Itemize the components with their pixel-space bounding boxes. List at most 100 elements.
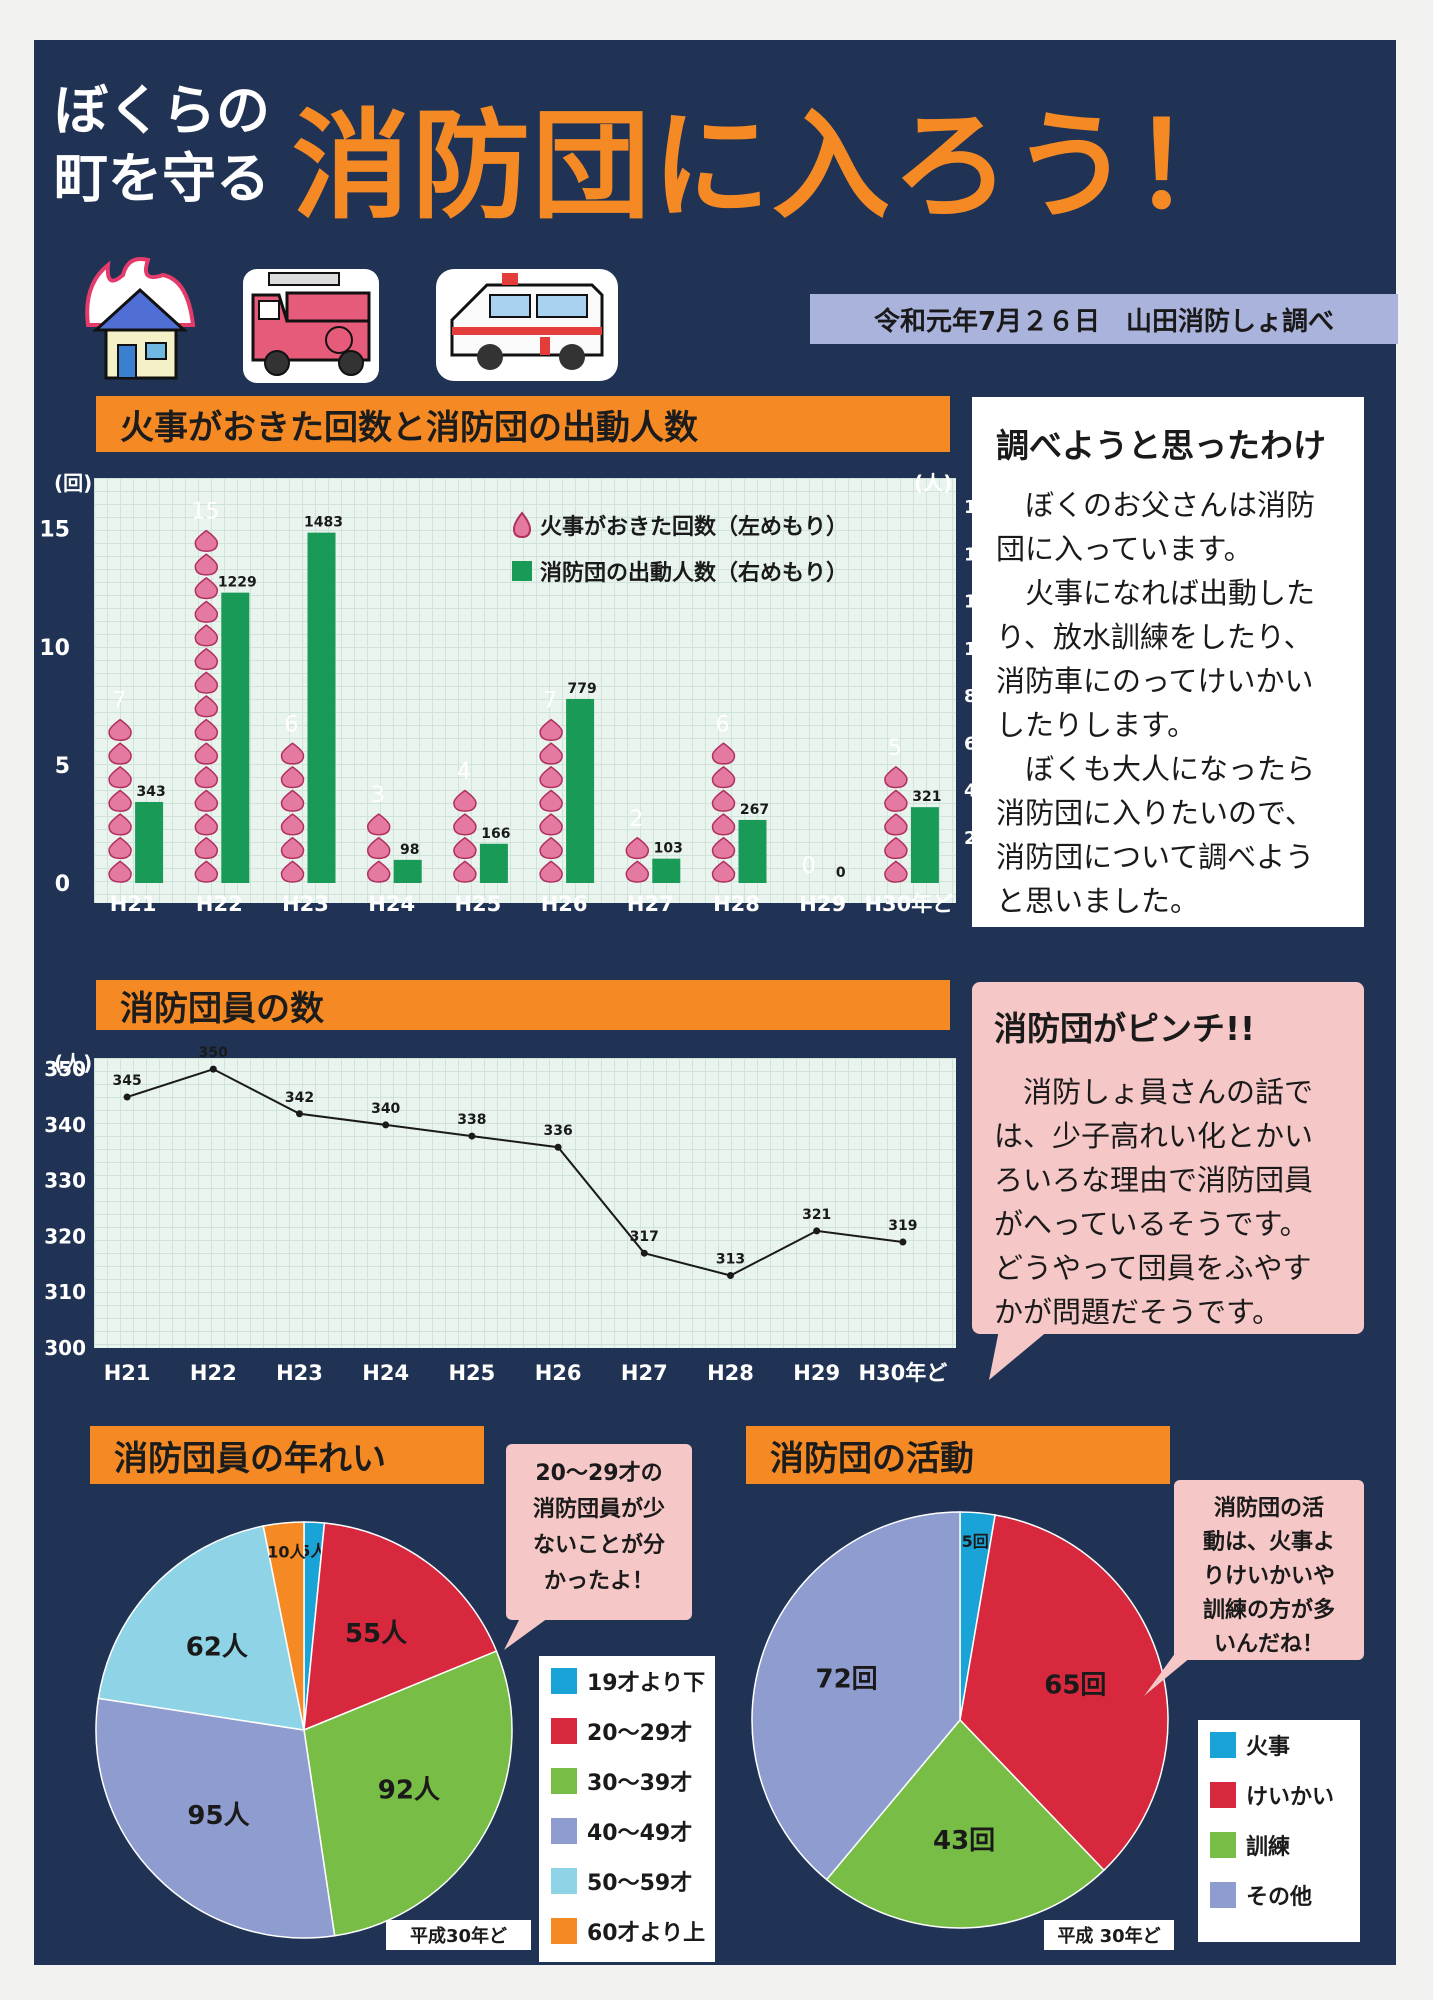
ambulance-icon — [436, 269, 618, 381]
x-tick-label: H30年ど — [864, 892, 953, 916]
bar-chart-legend: 火事がおきた回数（左めもり） 消防団の出動人数（右めもり） — [510, 502, 950, 594]
x-tick-label: H30年ど — [858, 1361, 947, 1385]
legend-item: 20～29才 — [539, 1706, 715, 1756]
legend-label: 消防団の出動人数（右めもり） — [540, 561, 849, 586]
fire-count-flame — [366, 836, 391, 860]
fire-count-flame — [884, 765, 908, 789]
section1-title: 火事がおきた回数と消防団の出動人数 — [96, 396, 950, 452]
member-count-label: 319 — [888, 1218, 917, 1234]
fire-count-flame — [194, 718, 219, 742]
fire-count-flame — [539, 742, 563, 765]
fire-count-label: 3 — [371, 783, 385, 808]
pie-slice — [959, 1514, 1169, 1872]
legend-item: 19才より下 — [539, 1656, 715, 1706]
fire-count-flame — [194, 789, 219, 812]
x-tick-label: H22 — [196, 892, 243, 916]
member-count-point — [296, 1110, 303, 1118]
pie-slice — [751, 1511, 961, 1881]
fire-count-flame — [194, 836, 219, 860]
legend-item: 60才より上 — [539, 1906, 715, 1956]
dispatch-value-label: 779 — [567, 681, 596, 697]
dispatch-bar — [221, 592, 250, 883]
fire-count-flame — [539, 718, 563, 742]
pie-slice — [97, 1525, 305, 1731]
legend-label: 火事がおきた回数（左めもり） — [540, 515, 849, 540]
legend-item: けいかい — [1198, 1770, 1360, 1820]
fire-count-label: 7 — [543, 689, 557, 714]
member-count-label: 313 — [716, 1252, 745, 1268]
pie-slice-label: 10人 — [267, 1542, 306, 1561]
pie-slice-label: 43回 — [933, 1826, 995, 1856]
pie-slice-label: 65回 — [1044, 1670, 1106, 1700]
pinch-box-title: 消防団がピンチ!! — [994, 1009, 1256, 1048]
member-count-label: 336 — [543, 1123, 572, 1139]
reason-box-text: ぼくのお父さんは消防 団に入っています。 火事になれば出動した り、放水訓練をし… — [996, 488, 1316, 918]
x-tick-label: H26 — [535, 1361, 582, 1385]
pie-slice — [95, 1697, 336, 1939]
activity-speech-bubble: 消防団の活 動は、火事よ りけいかいや 訓練の方が多 いんだね！ — [1174, 1480, 1364, 1660]
legend-swatch — [551, 1918, 577, 1944]
x-tick-label: H25 — [454, 892, 501, 916]
fire-count-flame — [194, 529, 219, 553]
legend-swatch — [1210, 1832, 1236, 1858]
member-count-point — [382, 1121, 390, 1129]
x-tick-label: H21 — [110, 892, 157, 916]
legend-swatch — [551, 1718, 577, 1744]
main-title: 消防団に入ろう！ — [292, 97, 1253, 235]
legend-item: 火事 — [1198, 1720, 1360, 1770]
fire-count-flame — [366, 813, 391, 836]
legend-item: 30～39才 — [539, 1756, 715, 1806]
x-tick-label: H22 — [190, 1361, 237, 1385]
pie-slice — [262, 1521, 305, 1731]
pie-slice — [825, 1718, 1105, 1929]
fire-count-flame — [711, 836, 736, 860]
fire-count-flame — [625, 860, 650, 883]
fire-count-flame — [194, 553, 219, 576]
right-axis-unit: (人) — [914, 471, 952, 495]
age-pie-chart: 5人 55人 92人 95人 62人 10人 — [95, 1521, 513, 1939]
legend-swatch — [1210, 1732, 1236, 1758]
flame-icon — [512, 511, 532, 539]
y-axis-unit: (人) — [54, 1051, 92, 1075]
fire-count-flame — [108, 836, 132, 860]
dispatch-bar — [307, 532, 336, 883]
legend-swatch — [1210, 1782, 1236, 1808]
dispatch-bar — [479, 843, 508, 883]
fire-count-label: 4 — [457, 760, 471, 785]
dispatch-value-label: 267 — [740, 802, 769, 818]
member-count-point — [813, 1227, 821, 1235]
dispatch-value-label: 103 — [654, 841, 683, 857]
fire-truck-icon — [243, 269, 379, 383]
fire-count-flame — [194, 742, 219, 765]
legend-swatch — [551, 1818, 577, 1844]
dispatch-bar — [135, 801, 164, 883]
subtitle-line1: ぼくらの — [54, 79, 270, 142]
fire-count-flame — [884, 813, 908, 836]
x-tick-label: H24 — [368, 892, 415, 916]
fire-count-flame — [280, 742, 305, 765]
fire-count-flame — [884, 836, 908, 860]
subtitle-line2: 町を守る — [54, 147, 270, 210]
age-speech-bubble: 20～29才の 消防団員が少 ないことが分 かったよ！ — [506, 1444, 692, 1620]
fire-count-flame — [194, 624, 219, 647]
dispatch-bar — [738, 819, 767, 883]
pie-slice-label: 55人 — [345, 1619, 407, 1649]
member-count-point — [468, 1132, 476, 1140]
x-tick-label: H23 — [282, 892, 329, 916]
member-count-point — [209, 1065, 217, 1073]
member-count-point — [727, 1272, 734, 1279]
fire-count-flame — [711, 860, 736, 883]
fire-count-flame — [884, 789, 908, 812]
activity-year-note: 平成 30年ど — [1044, 1920, 1174, 1950]
fire-count-flame — [453, 860, 477, 883]
x-tick-label: H26 — [541, 892, 588, 916]
fire-count-flame — [194, 695, 219, 718]
fire-count-flame — [539, 765, 563, 789]
member-count-label: 342 — [285, 1090, 314, 1106]
member-count-label: 345 — [112, 1073, 141, 1089]
x-tick-label: H21 — [104, 1361, 151, 1385]
left-axis-unit: (回) — [54, 471, 92, 495]
dispatch-bar — [566, 698, 595, 883]
fire-count-flame — [194, 671, 219, 694]
fire-count-flame — [539, 860, 563, 883]
